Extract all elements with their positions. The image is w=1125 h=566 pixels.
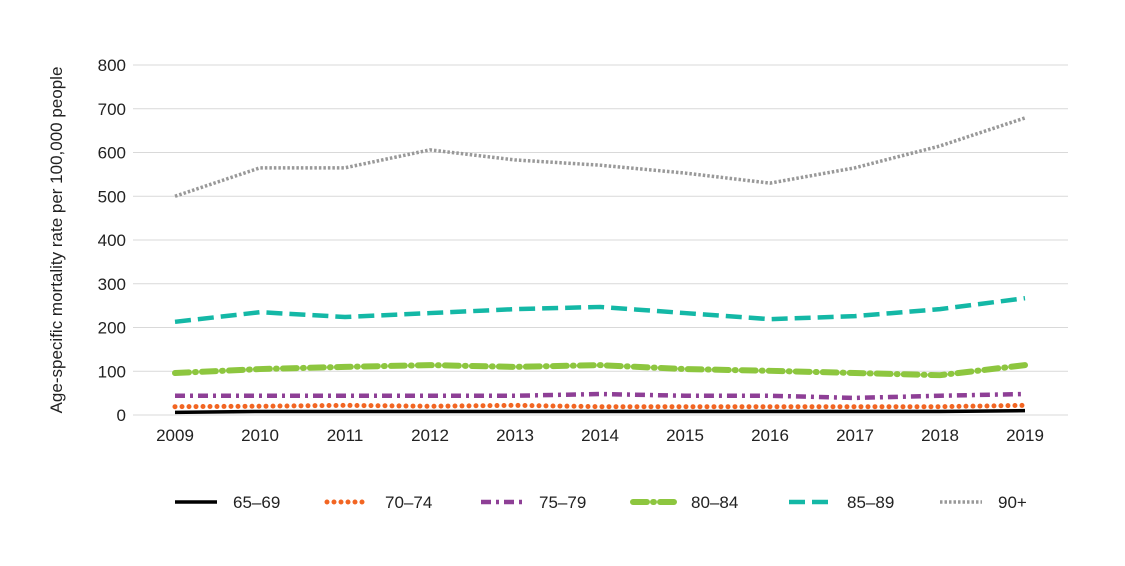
x-tick-label: 2010 <box>241 426 279 445</box>
x-axis-ticks: 2009 2010 2011 2012 2013 2014 2015 2016 2017 2018… <box>156 426 1044 445</box>
legend-label: 70–74 <box>385 493 432 512</box>
y-axis-ticks: 0 100 200 300 400 500 600 700 800 <box>98 56 126 425</box>
legend-label: 80–84 <box>691 493 738 512</box>
series-line-3 <box>172 362 1028 379</box>
legend-label: 90+ <box>998 493 1027 512</box>
y-tick-label: 400 <box>98 231 126 250</box>
x-tick-label: 2009 <box>156 426 194 445</box>
y-tick-label: 500 <box>98 187 126 206</box>
y-tick-label: 0 <box>117 406 126 425</box>
series-line-5 <box>174 116 1026 198</box>
x-tick-label: 2015 <box>666 426 704 445</box>
y-tick-label: 700 <box>98 100 126 119</box>
x-tick-label: 2016 <box>751 426 789 445</box>
series-lines <box>172 116 1028 415</box>
y-tick-label: 800 <box>98 56 126 75</box>
y-tick-label: 300 <box>98 275 126 294</box>
x-tick-label: 2012 <box>411 426 449 445</box>
series-line-1 <box>172 402 1028 410</box>
series-line-0 <box>174 408 1026 415</box>
x-tick-label: 2019 <box>1006 426 1044 445</box>
legend: 65–69 70–74 75–79 80–84 85–89 90+ <box>175 493 1027 512</box>
legend-label: 65–69 <box>233 493 280 512</box>
y-tick-label: 100 <box>98 362 126 381</box>
x-tick-label: 2011 <box>327 426 364 445</box>
x-tick-label: 2014 <box>581 426 619 445</box>
y-tick-label: 200 <box>98 319 126 338</box>
series-line-4 <box>174 295 1026 325</box>
legend-label: 75–79 <box>539 493 586 512</box>
x-tick-label: 2013 <box>496 426 534 445</box>
y-axis-label: Age-specific mortality rate per 100,000 … <box>47 67 66 414</box>
x-tick-label: 2017 <box>836 426 874 445</box>
y-tick-label: 600 <box>98 144 126 163</box>
legend-label: 85–89 <box>847 493 894 512</box>
x-tick-label: 2018 <box>921 426 959 445</box>
series-line-2 <box>175 391 1026 401</box>
